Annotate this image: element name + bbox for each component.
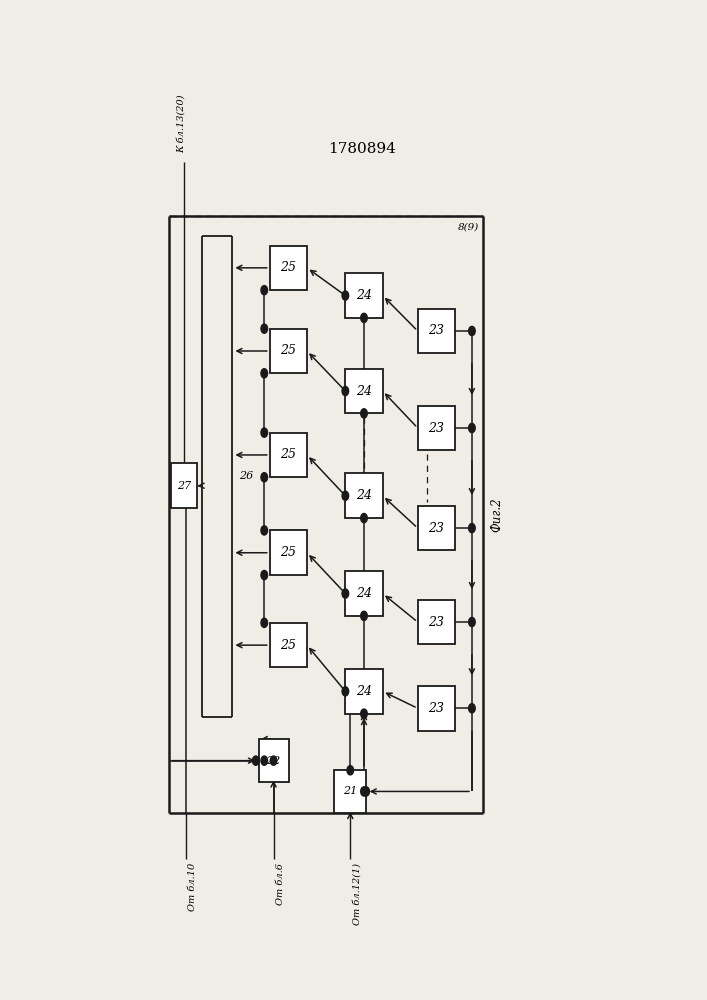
- Circle shape: [252, 756, 259, 765]
- Circle shape: [361, 409, 367, 418]
- Circle shape: [261, 428, 267, 437]
- Bar: [345, 669, 382, 714]
- Text: 23: 23: [428, 324, 444, 337]
- Circle shape: [342, 589, 349, 598]
- Circle shape: [261, 618, 267, 627]
- Bar: [418, 406, 455, 450]
- Circle shape: [261, 473, 267, 482]
- Circle shape: [469, 423, 475, 433]
- Bar: [345, 473, 382, 518]
- Text: 24: 24: [356, 289, 372, 302]
- Circle shape: [469, 523, 475, 533]
- Circle shape: [361, 513, 367, 523]
- Text: 24: 24: [356, 385, 372, 398]
- Bar: [171, 463, 197, 508]
- Circle shape: [261, 526, 267, 535]
- Text: 24: 24: [356, 489, 372, 502]
- Text: К бл.13(20): К бл.13(20): [177, 95, 186, 153]
- Circle shape: [342, 386, 349, 396]
- Text: 27: 27: [177, 481, 192, 491]
- Text: От бл.12(1): От бл.12(1): [353, 863, 361, 925]
- Bar: [418, 309, 455, 353]
- Bar: [270, 530, 307, 575]
- Circle shape: [361, 611, 367, 620]
- Circle shape: [347, 766, 354, 775]
- Text: 8(9): 8(9): [458, 222, 479, 231]
- Circle shape: [361, 709, 367, 718]
- Text: От бл.10: От бл.10: [188, 863, 197, 911]
- Text: 24: 24: [356, 685, 372, 698]
- Bar: [259, 739, 288, 782]
- Bar: [270, 246, 307, 290]
- Text: 23: 23: [428, 616, 444, 629]
- Circle shape: [342, 491, 349, 500]
- Circle shape: [261, 324, 267, 333]
- Text: 24: 24: [356, 587, 372, 600]
- Circle shape: [361, 787, 367, 796]
- Text: Фиг.2: Фиг.2: [490, 497, 503, 532]
- Bar: [334, 770, 366, 813]
- Text: 21: 21: [343, 786, 358, 796]
- Circle shape: [469, 326, 475, 336]
- Text: 26: 26: [239, 471, 253, 481]
- Circle shape: [361, 313, 367, 323]
- Text: 25: 25: [281, 448, 296, 461]
- Bar: [418, 686, 455, 731]
- Circle shape: [261, 756, 267, 765]
- Circle shape: [261, 570, 267, 580]
- Circle shape: [261, 286, 267, 295]
- Text: 22: 22: [267, 756, 281, 766]
- Text: 23: 23: [428, 422, 444, 434]
- Bar: [270, 623, 307, 667]
- Text: 25: 25: [281, 261, 296, 274]
- Circle shape: [261, 369, 267, 378]
- Circle shape: [270, 756, 277, 765]
- Text: 25: 25: [281, 546, 296, 559]
- Bar: [418, 600, 455, 644]
- Text: 23: 23: [428, 702, 444, 715]
- Bar: [345, 273, 382, 318]
- Text: 25: 25: [281, 639, 296, 652]
- Bar: [418, 506, 455, 550]
- Bar: [345, 369, 382, 413]
- Bar: [345, 571, 382, 616]
- Text: От бл.6: От бл.6: [276, 863, 285, 905]
- Text: 25: 25: [281, 344, 296, 358]
- Text: 23: 23: [428, 522, 444, 535]
- Circle shape: [342, 291, 349, 300]
- Circle shape: [469, 617, 475, 627]
- Text: 1780894: 1780894: [328, 142, 397, 156]
- Bar: [270, 433, 307, 477]
- Circle shape: [342, 687, 349, 696]
- Circle shape: [363, 787, 370, 796]
- Circle shape: [469, 704, 475, 713]
- Bar: [270, 329, 307, 373]
